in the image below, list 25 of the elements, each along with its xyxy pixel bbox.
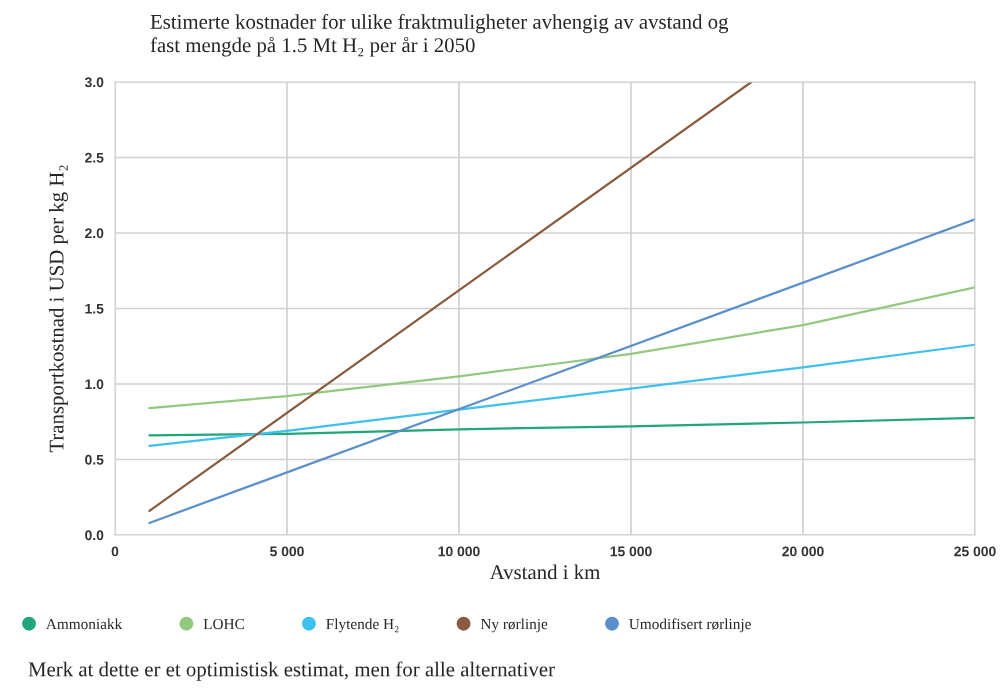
x-tick-label: 0 [111, 546, 119, 557]
x-tick-label: 10 000 [438, 546, 480, 557]
y-tick-label: 0.0 [85, 530, 104, 541]
line-series [148, 416, 975, 437]
x-tick-label: 15 000 [610, 546, 652, 557]
chart-title: Estimerte kostnader for ulike fraktmuligheter avhengig av avstand og fast mengde på 1.5 Mt H₂ per år i 2050 [150, 14, 729, 57]
text: Merk at dette er et optimistisk estimat, men for alle alternativer [28, 661, 555, 681]
y-tick-label: 1.0 [85, 379, 104, 390]
line-series [148, 286, 975, 410]
legend-label: Ny rørlinje [480, 618, 548, 633]
x-axis-title: Avstand i km [489, 564, 601, 580]
y-tick-label: 1.5 [85, 303, 104, 314]
legend-label: Umodifisert rørlinje [629, 618, 751, 633]
x-tick-label: 20 000 [782, 546, 824, 557]
legend-label: LOHC [203, 618, 244, 630]
y-tick-label: 2.5 [85, 152, 104, 163]
y-tick-label: 2.0 [85, 228, 104, 239]
legend-label: Ammoniakk [45, 618, 123, 630]
y-tick-label: 0.5 [85, 454, 104, 465]
legend-label: Flytende H₂ [326, 618, 399, 633]
y-axis-title: Transportkostnad i USD per kg H₂ [48, 165, 68, 453]
x-tick-label: 5 000 [270, 546, 304, 557]
y-tick-label: 3.0 [84, 77, 104, 88]
line-series [148, 343, 975, 448]
x-tick-label: 25 000 [954, 546, 996, 557]
